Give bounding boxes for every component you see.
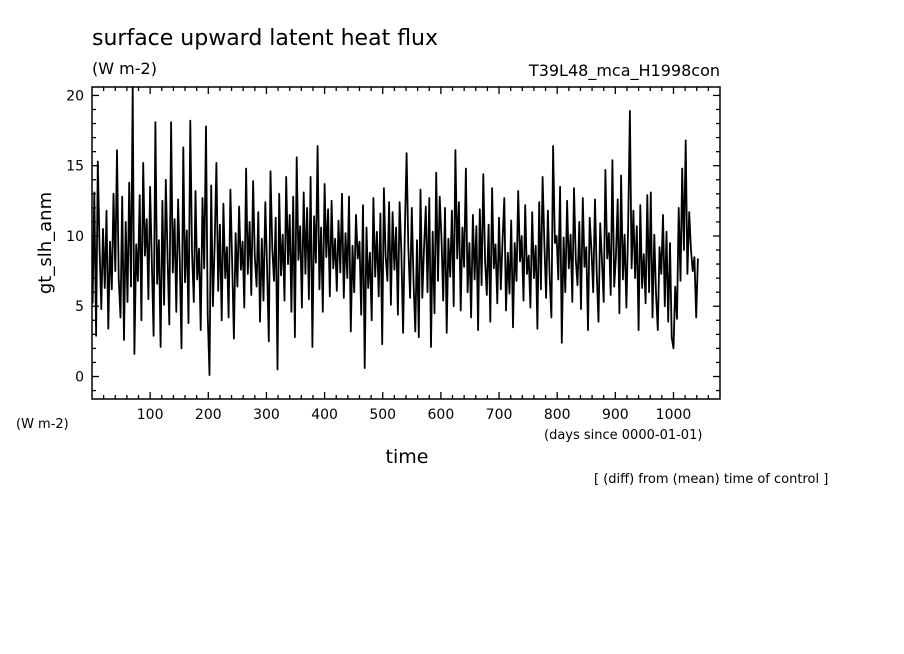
- run-label: T39L48_mca_H1998con: [528, 61, 720, 81]
- x-tick-label: 400: [311, 407, 338, 423]
- y-tick-label: 20: [66, 88, 84, 104]
- x-tick-label: 800: [544, 407, 571, 423]
- x-tick-label: 1000: [656, 407, 692, 423]
- footnote: [ (diff) from (mean) time of control ]: [594, 472, 828, 487]
- y-tick-label: 0: [75, 370, 84, 386]
- y-tick-label: 10: [66, 229, 84, 245]
- x-axis-label: time: [386, 446, 429, 468]
- x-tick-label: 100: [137, 407, 164, 423]
- y-tick-label: 5: [75, 299, 84, 315]
- x-axis-ticks: 100 200 300 400 500 600 700 800 900 1000: [102, 87, 710, 423]
- x-tick-label: 200: [195, 407, 222, 423]
- x-tick-label: 500: [369, 407, 396, 423]
- chart-title: surface upward latent heat flux: [92, 26, 438, 51]
- x-tick-label: 900: [602, 407, 629, 423]
- y-axis-label: gt_slh_anm: [35, 192, 56, 294]
- x-tick-label: 600: [428, 407, 455, 423]
- x-axis-units: (days since 0000-01-01): [544, 428, 702, 443]
- x-tick-label: 300: [253, 407, 280, 423]
- data-series: [91, 86, 699, 376]
- y-tick-label: 15: [66, 159, 84, 175]
- series-line: [91, 86, 699, 376]
- y-axis-units: (W m-2): [16, 417, 69, 432]
- x-tick-label: 700: [486, 407, 513, 423]
- chart-subtitle: (W m-2): [92, 59, 157, 78]
- y-axis-ticks: 0 5 10 15 20: [66, 88, 720, 392]
